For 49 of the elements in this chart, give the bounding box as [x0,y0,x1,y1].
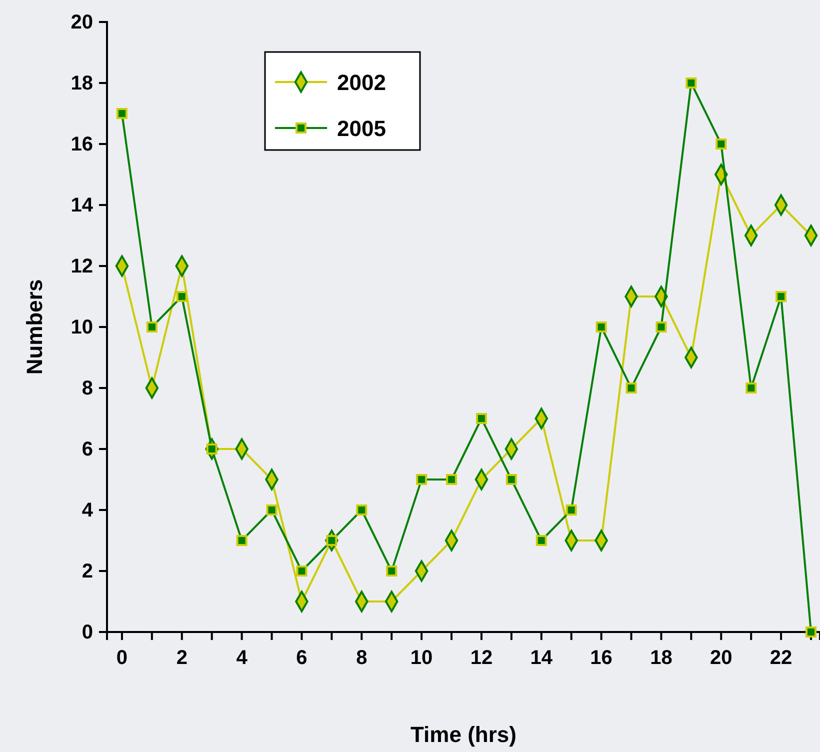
x-tick-label: 8 [356,647,368,670]
legend-label: 2002 [337,70,386,95]
point [806,626,816,638]
y-tick-label: 8 [82,377,93,400]
x-tick-label: 0 [116,647,128,670]
point [146,322,158,332]
y-tick-label: 16 [70,133,93,156]
point [236,535,248,546]
point [716,138,727,150]
x-tick-label: 4 [236,647,248,670]
point [656,322,667,332]
point [176,291,188,302]
y-tick-label: 18 [70,72,93,94]
point [476,413,487,424]
point [566,504,577,516]
x-tick-label: 18 [650,647,672,670]
x-tick-label: 20 [710,647,732,670]
point [776,291,787,302]
point [446,474,457,485]
x-tick-label: 10 [410,647,433,670]
y-tick-label: 20 [70,11,93,34]
x-tick-label: 16 [590,647,612,670]
point [356,504,368,516]
point [266,504,278,516]
legend-label: 2005 [337,116,386,141]
x-tick-label: 6 [296,647,308,670]
x-tick-label: 2 [176,647,188,670]
x-tick-label: 22 [770,647,792,670]
x-axis-title: Time (hrs) [410,722,516,747]
y-tick-label: 2 [82,560,93,582]
y-tick-label: 10 [70,316,93,338]
point [296,566,308,576]
point [506,474,517,485]
y-tick-label: 14 [70,194,94,216]
point [596,322,607,332]
point [746,382,757,394]
point [536,535,547,546]
y-tick-label: 0 [82,621,93,644]
x-tick-label: 12 [470,647,493,670]
x-tick-label: 14 [530,647,554,670]
y-axis-title: Numbers [22,279,47,375]
y-tick-label: 6 [82,438,93,460]
point [116,108,128,119]
point [686,78,697,88]
y-tick-label: 12 [70,255,93,278]
y-tick-label: 4 [82,499,94,522]
point [626,382,637,394]
point [416,474,428,485]
point [386,566,398,576]
